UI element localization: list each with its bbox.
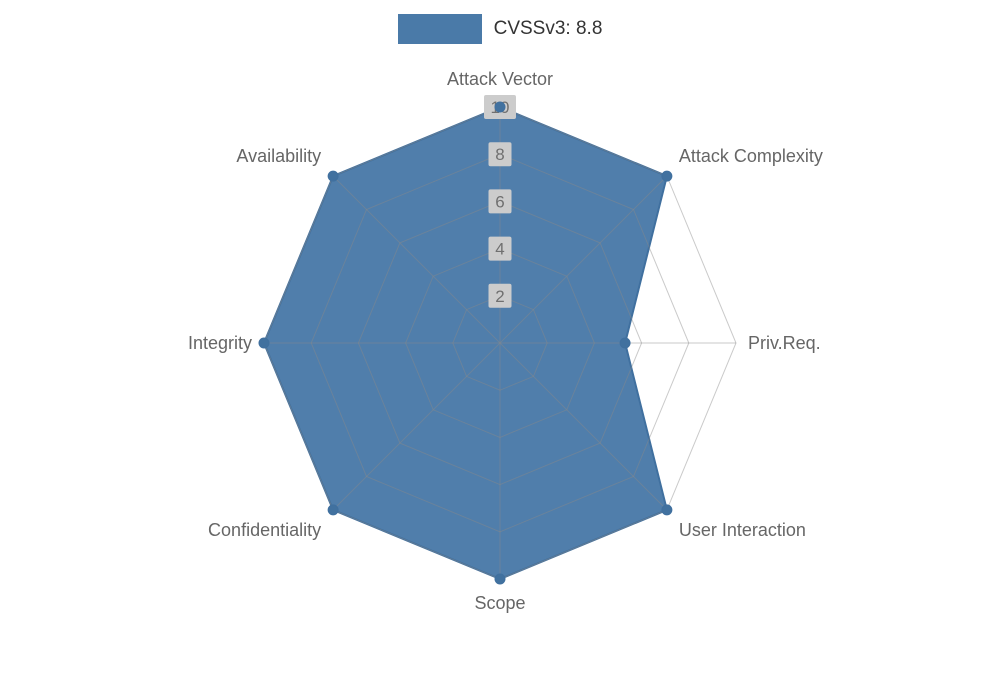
tick-label: 8: [495, 145, 504, 164]
tick-label: 4: [495, 240, 504, 259]
legend-label: CVSSv3: 8.8: [493, 18, 603, 39]
axis-label-priv-req-: Priv.Req.: [748, 333, 821, 353]
radar-grid-ring: [310, 153, 690, 533]
radar-axis-spoke: [332, 342, 501, 511]
axis-label-attack-complexity: Attack Complexity: [679, 146, 823, 166]
radar-axis-spoke: [499, 342, 668, 511]
tick-label: 2: [495, 287, 504, 306]
tick-label-box: [488, 142, 512, 167]
axis-label-confidentiality: Confidentiality: [208, 520, 321, 540]
axis-label-integrity: Integrity: [188, 333, 252, 353]
legend-swatch-icon: [397, 14, 482, 44]
axis-label-attack-vector: Attack Vector: [447, 69, 553, 89]
radar-vertex-marker: [494, 101, 506, 113]
radar-vertex-marker: [258, 337, 270, 349]
radar-grid-ring: [452, 295, 548, 391]
axis-label-availability: Availability: [236, 146, 321, 166]
axis-label-user-interaction: User Interaction: [679, 520, 806, 540]
radar-axis-spoke: [499, 175, 668, 344]
radar-vertex-marker: [619, 337, 631, 349]
tick-label: 6: [495, 192, 504, 211]
tick-label-box: [488, 283, 512, 308]
axis-label-scope: Scope: [474, 593, 525, 613]
tick-label-box: [488, 236, 512, 261]
legend-item[interactable]: CVSSv3: 8.8: [397, 14, 603, 44]
radar-axis-spoke: [332, 175, 501, 344]
radar-vertex-marker: [327, 504, 339, 516]
radar-grid-ring: [357, 200, 643, 486]
radar-vertex-marker: [327, 170, 339, 182]
radar-vertex-marker: [661, 504, 673, 516]
radar-vertex-marker: [494, 573, 506, 585]
legend: CVSSv3: 8.8: [0, 14, 1000, 44]
radar-grid-ring: [405, 248, 595, 438]
tick-label-box: [488, 189, 512, 214]
radar-vertex-marker: [661, 170, 673, 182]
